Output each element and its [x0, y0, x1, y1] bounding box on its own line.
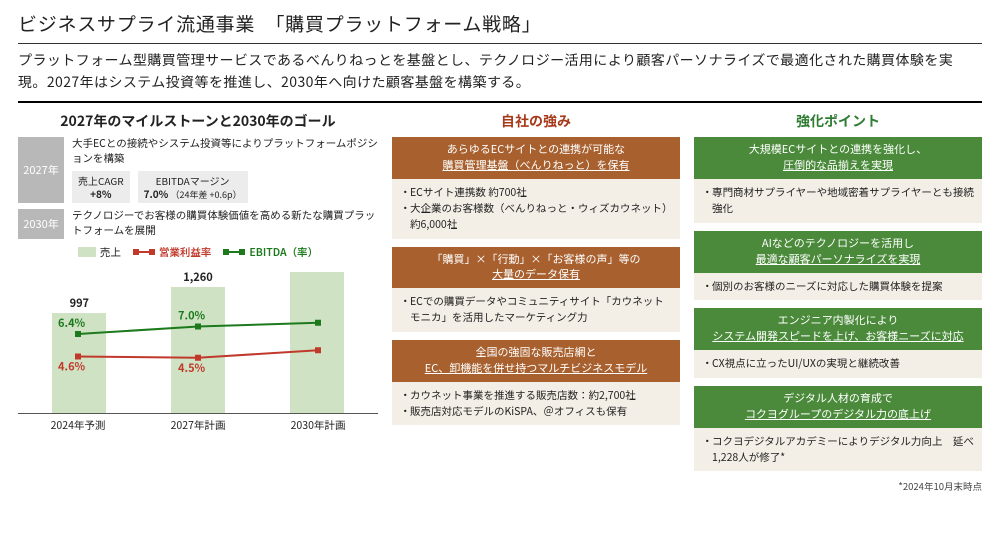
svg-text:4.6%: 4.6%	[58, 358, 86, 374]
chart-x-label: 2024年予測	[51, 418, 106, 433]
info-box: エンジニア内製化によりシステム開発スピードを上げ、お客様ニーズに対応 CX視点に立…	[694, 308, 982, 378]
info-box-head: エンジニア内製化によりシステム開発スピードを上げ、お客様ニーズに対応	[694, 308, 982, 350]
milestone-year: 2030年	[18, 209, 64, 238]
kpi-cagr: 売上CAGR +8%	[72, 171, 130, 204]
milestone-year: 2027年	[18, 137, 64, 203]
milestone-text: テクノロジーでお客様の購買体験価値を高める新たな購買プラットフォームを展開	[72, 209, 378, 238]
col-left-heading: 2027年のマイルストーンと2030年のゴール	[18, 107, 378, 137]
info-box: 大規模ECサイトとの連携を強化し、圧倒的な品揃えを実現専門商材サプライヤーや地域…	[694, 137, 982, 222]
info-box: 全国の強固な販売店網とEC、卸機能を併せ持つマルチビジネスモデルカウネット事業を…	[392, 340, 680, 425]
info-box-head: あらゆるECサイトとの連携が可能な購買管理基盤（べんりねっと）を保有	[392, 137, 680, 179]
chart-x-label: 2030年計画	[291, 418, 346, 433]
svg-text:6.4%: 6.4%	[58, 315, 86, 331]
info-box: デジタル人材の育成でコクヨグループのデジタル力の底上げコクヨデジタルアカデミーに…	[694, 386, 982, 471]
lead-text: プラットフォーム型購買管理サービスであるべんりねっとを基盤とし、テクノロジー活用…	[18, 43, 982, 93]
col-center: 自社の強み あらゆるECサイトとの連携が可能な購買管理基盤（べんりねっと）を保有…	[392, 103, 680, 493]
col-left: 2027年のマイルストーンと2030年のゴール 2027年 大手ECとの接続やシ…	[18, 103, 378, 493]
svg-text:7.0%: 7.0%	[178, 307, 206, 323]
info-box-body: コクヨデジタルアカデミーによりデジタル力向上 延べ1,228人が修了*	[694, 428, 982, 472]
kpi-ebitda: EBITDAマージン 7.0% （24年差 +0.6p）	[138, 171, 248, 204]
footnote: *2024年10月末時点	[694, 479, 982, 493]
info-box-head: 大規模ECサイトとの連携を強化し、圧倒的な品揃えを実現	[694, 137, 982, 179]
info-box-bullet: 専門商材サプライヤーや地域密着サプライヤーとも接続強化	[702, 185, 974, 217]
info-box-body: CX視点に立ったUI/UXの実現と継続改善	[694, 350, 982, 378]
info-box-head: 全国の強固な販売店網とEC、卸機能を併せ持つマルチビジネスモデル	[392, 340, 680, 382]
col-center-heading: 自社の強み	[392, 107, 680, 137]
milestone-2030: 2030年 テクノロジーでお客様の購買体験価値を高める新たな購買プラットフォーム…	[18, 209, 378, 238]
info-box-bullet: ECでの購買データやコミュニティサイト「カウネットモニカ」を活用したマーケティン…	[400, 294, 672, 326]
page-title: ビジネスサプライ流通事業 「購買プラットフォーム戦略」	[18, 10, 982, 37]
info-box-body: 個別のお客様のニーズに対応した購買体験を提案	[694, 273, 982, 301]
info-box-body: カウネット事業を推進する販売店数：約2,700社販売店対応モデルのKiSPA、＠…	[392, 382, 680, 426]
chart-lines: 6.4% 7.0% 4.6% 4.5%	[18, 264, 378, 414]
info-box: あらゆるECサイトとの連携が可能な購買管理基盤（べんりねっと）を保有ECサイト連…	[392, 137, 680, 238]
info-box-bullet: CX視点に立ったUI/UXの実現と継続改善	[702, 356, 974, 372]
info-box-bullet: コクヨデジタルアカデミーによりデジタル力向上 延べ1,228人が修了*	[702, 434, 974, 466]
info-box-head: デジタル人材の育成でコクヨグループのデジタル力の底上げ	[694, 386, 982, 428]
info-box: 「購買」×「行動」×「お客様の声」等の大量のデータ保有 ECでの購買データやコミュ…	[392, 247, 680, 332]
chart-x-label: 2027年計画	[171, 418, 226, 433]
info-box-bullet: 個別のお客様のニーズに対応した購買体験を提案	[702, 279, 974, 295]
info-box: AIなどのテクノロジーを活用し最適な顧客パーソナライズを実現個別のお客様のニーズ…	[694, 231, 982, 301]
col-right: 強化ポイント 大規模ECサイトとの連携を強化し、圧倒的な品揃えを実現専門商材サプ…	[694, 103, 982, 493]
svg-text:4.5%: 4.5%	[178, 360, 206, 376]
info-box-body: ECサイト連携数 約700社大企業のお客様数（べんりねっと・ウィズカウネット）約…	[392, 179, 680, 238]
info-box-body: ECでの購買データやコミュニティサイト「カウネットモニカ」を活用したマーケティン…	[392, 288, 680, 332]
milestone-2027: 2027年 大手ECとの接続やシステム投資等によりプラットフォームポジションを構…	[18, 137, 378, 203]
info-box-bullet: カウネット事業を推進する販売店数：約2,700社	[400, 388, 672, 404]
info-box-bullet: ECサイト連携数 約700社	[400, 185, 672, 201]
info-box-head: 「購買」×「行動」×「お客様の声」等の大量のデータ保有	[392, 247, 680, 289]
milestone-text: 大手ECとの接続やシステム投資等によりプラットフォームポジションを構築	[72, 137, 378, 166]
col-right-heading: 強化ポイント	[694, 107, 982, 137]
info-box-bullet: 大企業のお客様数（べんりねっと・ウィズカウネット）約6,000社	[400, 201, 672, 233]
chart-legend: 売上 営業利益率 EBITDA（率）	[18, 245, 378, 260]
info-box-body: 専門商材サプライヤーや地域密着サプライヤーとも接続強化	[694, 179, 982, 223]
info-box-head: AIなどのテクノロジーを活用し最適な顧客パーソナライズを実現	[694, 231, 982, 273]
chart: 売上 営業利益率 EBITDA（率） 9971,2606.4%7.0%4.6%4…	[18, 245, 378, 433]
info-box-bullet: 販売店対応モデルのKiSPA、＠オフィスも保有	[400, 404, 672, 420]
